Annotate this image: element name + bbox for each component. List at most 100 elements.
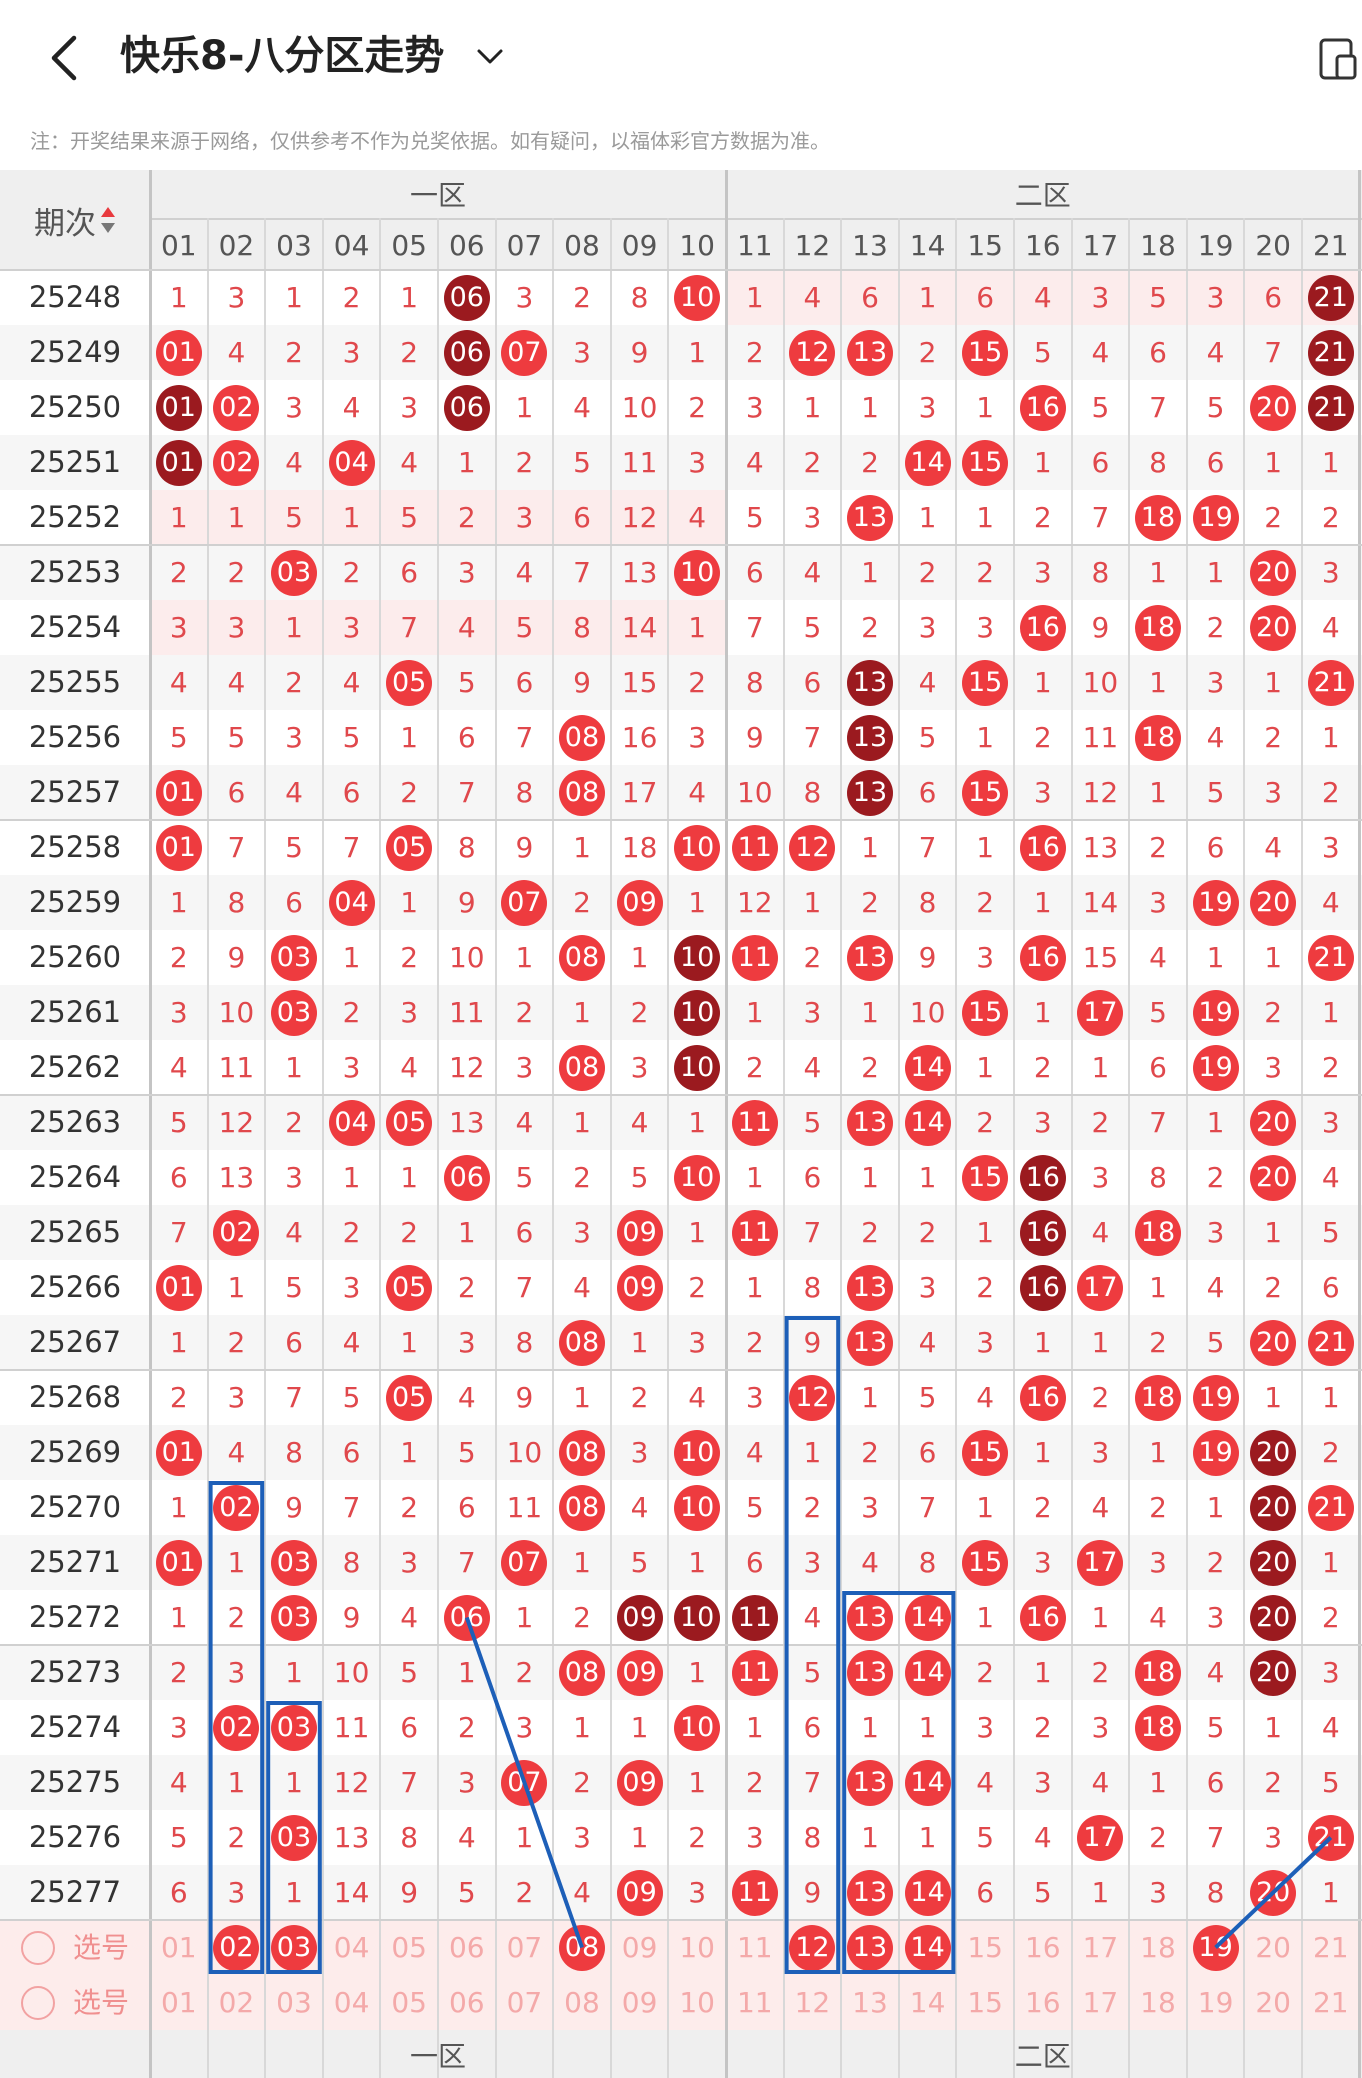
- select-number-19[interactable]: 19: [1187, 1920, 1245, 1975]
- selected-number-ball[interactable]: 13: [846, 1924, 893, 1971]
- selectable-number[interactable]: 21: [1312, 1985, 1349, 2019]
- back-arrow-icon[interactable]: [40, 28, 90, 88]
- select-number-03[interactable]: 03: [265, 1920, 323, 1975]
- select-number-15[interactable]: 15: [956, 1975, 1014, 2030]
- select-number-05[interactable]: 05: [380, 1975, 438, 2030]
- radio-circle-icon[interactable]: [20, 1985, 55, 2020]
- select-number-02[interactable]: 02: [208, 1975, 266, 2030]
- selectable-number[interactable]: 17: [1082, 1930, 1119, 1964]
- select-number-15[interactable]: 15: [956, 1920, 1014, 1975]
- selectable-number[interactable]: 05: [391, 1985, 427, 2019]
- select-number-04[interactable]: 04: [323, 1920, 381, 1975]
- selected-number-ball[interactable]: 03: [270, 1924, 317, 1971]
- select-row-label[interactable]: 选号: [0, 1920, 150, 1975]
- selectable-number[interactable]: 01: [160, 1985, 197, 2019]
- select-number-19[interactable]: 19: [1187, 1975, 1245, 2030]
- selected-number-ball[interactable]: 02: [213, 1924, 260, 1971]
- miss-count: 3: [976, 940, 995, 974]
- selectable-number[interactable]: 10: [679, 1985, 715, 2019]
- selectable-number[interactable]: 16: [1024, 1985, 1061, 2019]
- selected-number-ball[interactable]: 14: [904, 1924, 951, 1971]
- chevron-down-icon[interactable]: [472, 38, 508, 74]
- select-number-05[interactable]: 05: [380, 1920, 438, 1975]
- selectable-number[interactable]: 15: [967, 1930, 1003, 1964]
- select-number-10[interactable]: 10: [668, 1975, 726, 2030]
- selectable-number[interactable]: 09: [621, 1985, 658, 2019]
- selectable-number[interactable]: 13: [852, 1985, 888, 2019]
- selectable-number[interactable]: 09: [621, 1930, 658, 1964]
- selectable-number[interactable]: 20: [1255, 1985, 1291, 2019]
- select-number-17[interactable]: 17: [1072, 1975, 1130, 2030]
- selectable-number[interactable]: 19: [1197, 1985, 1234, 2019]
- select-number-04[interactable]: 04: [323, 1975, 381, 2030]
- selectable-number[interactable]: 18: [1140, 1985, 1176, 2019]
- device-switch-icon[interactable]: [1318, 36, 1358, 82]
- number-cell: 1: [841, 545, 899, 600]
- selected-number-ball[interactable]: 08: [558, 1924, 605, 1971]
- sort-icon[interactable]: [100, 205, 116, 235]
- drawn-number-ball: 20: [1250, 1594, 1297, 1641]
- selectable-number[interactable]: 20: [1255, 1930, 1291, 1964]
- selectable-number[interactable]: 11: [736, 1985, 773, 2019]
- selectable-number[interactable]: 18: [1140, 1930, 1176, 1964]
- select-number-02[interactable]: 02: [208, 1920, 266, 1975]
- select-number-20[interactable]: 20: [1244, 1975, 1302, 2030]
- select-number-14[interactable]: 14: [899, 1975, 957, 2030]
- selectable-number[interactable]: 04: [333, 1930, 370, 1964]
- selectable-number[interactable]: 02: [218, 1985, 255, 2019]
- selected-number-ball[interactable]: 12: [789, 1924, 836, 1971]
- selectable-number[interactable]: 06: [448, 1985, 485, 2019]
- select-number-08[interactable]: 08: [553, 1975, 611, 2030]
- miss-count: 1: [1149, 775, 1167, 809]
- selected-number-ball[interactable]: 19: [1192, 1924, 1239, 1971]
- selectable-number[interactable]: 01: [160, 1930, 197, 1964]
- miss-count: 6: [918, 775, 937, 809]
- select-number-01[interactable]: 01: [150, 1975, 208, 2030]
- select-row-label[interactable]: 选号: [0, 1975, 150, 2030]
- period-header[interactable]: 期次: [0, 170, 150, 270]
- select-number-06[interactable]: 06: [438, 1975, 496, 2030]
- selectable-number[interactable]: 06: [448, 1930, 485, 1964]
- select-number-11[interactable]: 11: [726, 1975, 784, 2030]
- number-cell: 1: [668, 875, 726, 930]
- select-number-10[interactable]: 10: [668, 1920, 726, 1975]
- select-number-11[interactable]: 11: [726, 1920, 784, 1975]
- select-number-03[interactable]: 03: [265, 1975, 323, 2030]
- selectable-number[interactable]: 17: [1082, 1985, 1119, 2019]
- select-number-20[interactable]: 20: [1244, 1920, 1302, 1975]
- selectable-number[interactable]: 21: [1312, 1930, 1349, 1964]
- selectable-number[interactable]: 11: [736, 1930, 773, 1964]
- select-number-14[interactable]: 14: [899, 1920, 957, 1975]
- select-number-21[interactable]: 21: [1302, 1920, 1360, 1975]
- selectable-number[interactable]: 15: [967, 1985, 1003, 2019]
- select-number-07[interactable]: 07: [496, 1975, 554, 2030]
- selectable-number[interactable]: 08: [564, 1985, 600, 2019]
- select-number-07[interactable]: 07: [496, 1920, 554, 1975]
- selectable-number[interactable]: 07: [506, 1930, 543, 1964]
- selectable-number[interactable]: 04: [333, 1985, 370, 2019]
- selectable-number[interactable]: 14: [909, 1985, 946, 2019]
- selectable-number[interactable]: 07: [506, 1985, 543, 2019]
- select-number-12[interactable]: 12: [784, 1920, 842, 1975]
- select-number-09[interactable]: 09: [611, 1975, 669, 2030]
- select-number-01[interactable]: 01: [150, 1920, 208, 1975]
- select-number-12[interactable]: 12: [784, 1975, 842, 2030]
- selectable-number[interactable]: 16: [1024, 1930, 1061, 1964]
- select-number-16[interactable]: 16: [1014, 1920, 1072, 1975]
- select-number-21[interactable]: 21: [1302, 1975, 1360, 2030]
- selectable-number[interactable]: 03: [276, 1985, 312, 2019]
- select-number-18[interactable]: 18: [1129, 1975, 1187, 2030]
- selectable-number[interactable]: 05: [391, 1930, 427, 1964]
- select-number-13[interactable]: 13: [841, 1920, 899, 1975]
- selectable-number[interactable]: 12: [794, 1985, 831, 2019]
- select-number-09[interactable]: 09: [611, 1920, 669, 1975]
- select-number-17[interactable]: 17: [1072, 1920, 1130, 1975]
- select-number-16[interactable]: 16: [1014, 1975, 1072, 2030]
- select-number-08[interactable]: 08: [553, 1920, 611, 1975]
- select-number-13[interactable]: 13: [841, 1975, 899, 2030]
- select-number-18[interactable]: 18: [1129, 1920, 1187, 1975]
- select-number-06[interactable]: 06: [438, 1920, 496, 1975]
- selectable-number[interactable]: 10: [679, 1930, 715, 1964]
- drawn-number-ball: 15: [962, 1539, 1009, 1586]
- radio-circle-icon[interactable]: [20, 1930, 55, 1965]
